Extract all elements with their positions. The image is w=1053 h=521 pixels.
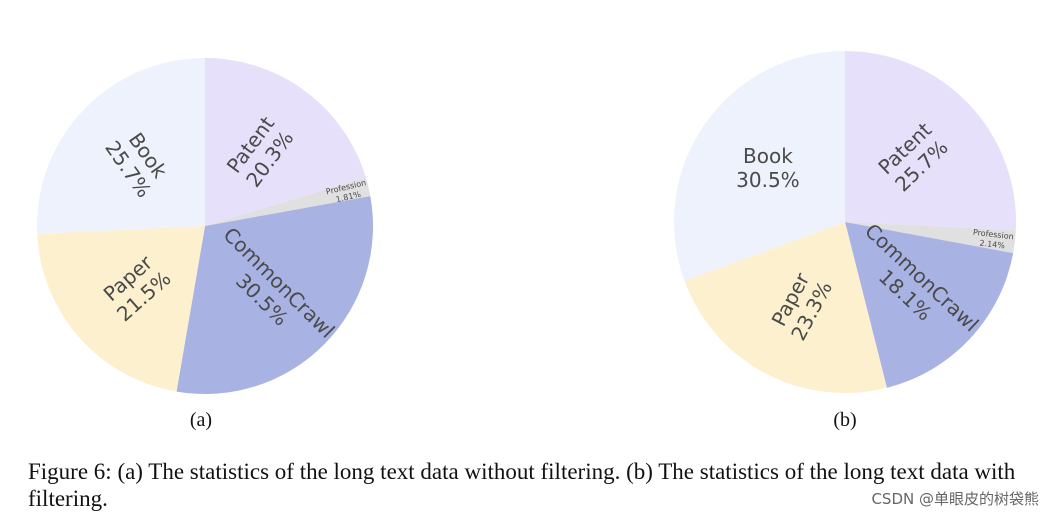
pie-b-slice-book: [673, 51, 845, 281]
pie-b-label-book-name: Book: [743, 144, 793, 168]
watermark: CSDN @单眼皮的树袋熊: [871, 490, 1039, 508]
pie-b-slice-profession: [845, 222, 1016, 254]
pie-chart-b: Patent25.7%Profession2.14%CommonCrawl18.…: [673, 51, 1016, 394]
pie-a-slice-commoncrawl: [176, 196, 374, 395]
pie-b-label-book: Book 30.5%: [736, 144, 800, 192]
pie-a-slice-patent: [205, 58, 366, 226]
pie-charts: Patent20.3% Profession1.81%CommonCrawl30.…: [37, 51, 1016, 395]
pie-b-label-book-value: 30.5%: [736, 168, 800, 192]
pie-b-slice-commoncrawl: [845, 222, 1014, 388]
pie-b-slice-paper: [684, 222, 887, 394]
pie-b-label-profession: Profession2.14%: [971, 228, 1014, 252]
subfigure-label-a: (a): [189, 409, 213, 431]
pie-chart-a: Patent20.3% Profession1.81%CommonCrawl30.…: [37, 58, 374, 395]
subfigure-label-b: (b): [833, 409, 857, 431]
pie-a-slice-paper: [37, 226, 205, 392]
pie-a-slice-book: [37, 58, 205, 234]
pie-a-slice-profession: [205, 177, 371, 226]
figure-caption: Figure 6: (a) The statistics of the long…: [28, 459, 1016, 511]
pie-b-slice-patent: [845, 51, 1016, 231]
pie-b-label-profession-value: 2.14%: [979, 239, 1006, 251]
